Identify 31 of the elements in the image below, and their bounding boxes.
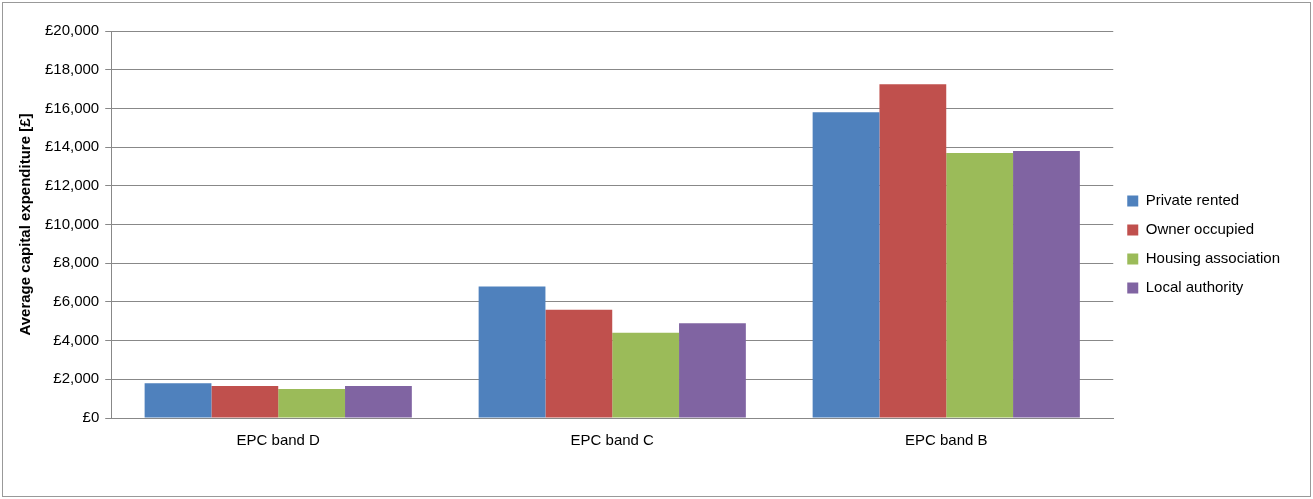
y-tick-label: £18,000: [44, 59, 100, 77]
y-tick-label: £6,000: [53, 292, 100, 310]
bar: [211, 386, 279, 418]
legend-label: Local authority: [1145, 278, 1244, 296]
y-tick-label: £2,000: [53, 369, 100, 387]
bar: [946, 152, 1014, 418]
y-tick-label: £12,000: [44, 175, 100, 193]
x-tick-label: EPC band C: [570, 431, 655, 449]
bar: [478, 286, 546, 418]
y-tick-label: £14,000: [44, 137, 100, 155]
bar: [278, 388, 346, 418]
y-axis-title: Average capital expenditure [£]: [16, 113, 34, 336]
bar: [812, 112, 880, 418]
bar: [612, 332, 680, 418]
y-tick-label: £8,000: [53, 253, 100, 271]
x-tick-label: EPC band B: [904, 431, 988, 449]
y-tick-label: £4,000: [53, 330, 100, 348]
bar: [545, 309, 613, 418]
bar: [879, 84, 947, 418]
bar: [345, 386, 412, 418]
bar: [144, 383, 212, 418]
y-tick-label: £20,000: [44, 21, 100, 39]
bar: [1013, 150, 1080, 418]
legend-label: Housing association: [1145, 249, 1280, 267]
y-tick-label: £16,000: [44, 98, 100, 116]
legend-label: Private rented: [1145, 191, 1240, 209]
bar: [679, 323, 746, 418]
legend-label: Owner occupied: [1145, 220, 1255, 238]
y-tick-label: £10,000: [44, 214, 100, 232]
y-tick-label: £0: [82, 408, 100, 426]
x-tick-label: EPC band D: [236, 431, 321, 449]
